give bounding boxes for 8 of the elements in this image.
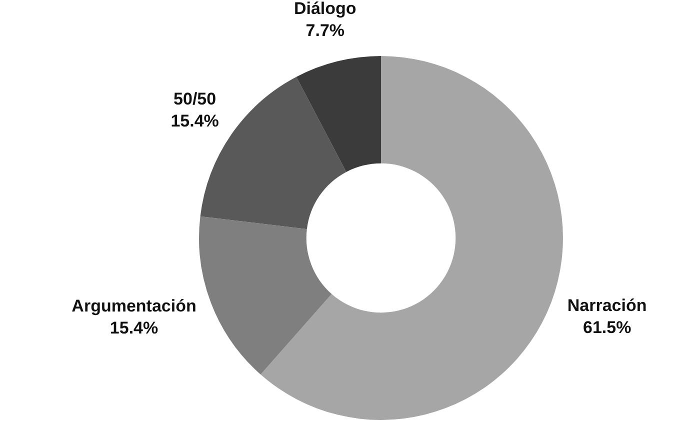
slice-label: Argumentación [72, 296, 196, 316]
data-label: 61.5% [582, 318, 632, 337]
slice-label: Diálogo [294, 0, 356, 18]
slice-label: Narración [567, 296, 647, 315]
data-label: 7.7% [306, 21, 345, 40]
data-label: 15.4% [170, 112, 219, 131]
slice-label: 50/50 [174, 90, 216, 109]
data-label: 15.4% [110, 318, 158, 338]
